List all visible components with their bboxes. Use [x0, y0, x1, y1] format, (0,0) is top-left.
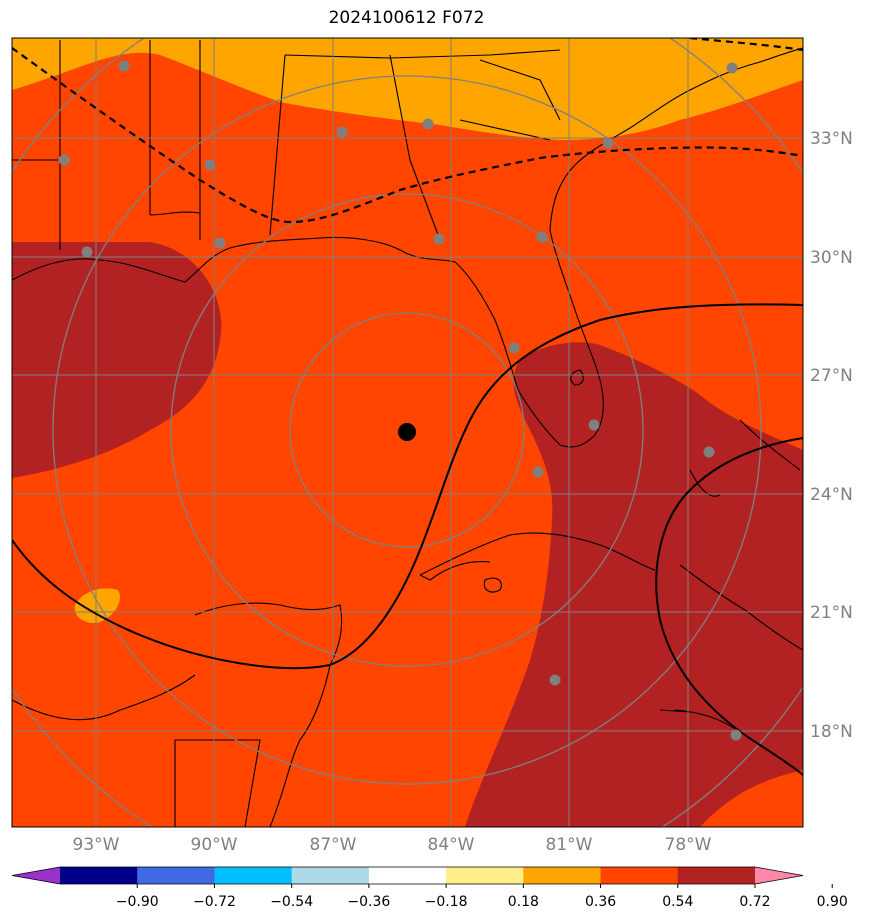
colorbar-segment [446, 867, 524, 884]
lon-label: 87°W [310, 835, 357, 855]
map-title: 2024100612 F072 [328, 8, 485, 28]
field-darkred-southeast [465, 342, 803, 827]
colorbar: −0.90 −0.72 −0.54 −0.36 −0.18 0.18 0.36 0.54 0.7… [11, 866, 848, 910]
longitude-labels: 93°W 90°W 87°W 84°W 81°W 78°W [73, 835, 712, 855]
latitude-labels: 33°N 30°N 27°N 24°N 21°N 18°N [810, 129, 853, 742]
lon-label: 84°W [428, 835, 475, 855]
map-frame [11, 37, 804, 828]
lat-label: 18°N [810, 722, 853, 742]
colorbar-extend-low [12, 867, 60, 884]
colorbar-tick-label: −0.54 [270, 894, 313, 910]
colorbar-tick-label: −0.36 [347, 894, 390, 910]
lat-label: 30°N [810, 248, 853, 268]
lon-label: 93°W [73, 835, 120, 855]
colorbar-segment [677, 867, 756, 884]
lon-label: 90°W [191, 835, 238, 855]
lat-label: 33°N [810, 129, 853, 149]
lat-label: 24°N [810, 485, 853, 505]
dashed-contour [12, 47, 803, 224]
dashed-contour-ne [689, 38, 803, 52]
colorbar-segment [60, 867, 138, 884]
colorbar-segment [291, 867, 370, 884]
colorbar-segment [368, 867, 447, 884]
coastlines [12, 40, 803, 827]
field-orange-north [12, 38, 803, 140]
lon-label: 81°W [546, 835, 593, 855]
colorbar-tick-label: −0.72 [193, 894, 236, 910]
colorbar-outline [11, 866, 804, 885]
colorbar-tick-label: 0.18 [508, 894, 539, 910]
colorbar-segment [137, 867, 215, 884]
lon-label: 78°W [665, 835, 712, 855]
graticule [12, 38, 803, 827]
colorbar-tick-label: 0.72 [739, 894, 770, 910]
colorbar-extend-high [755, 867, 803, 884]
colorbar-tick-label: −0.90 [116, 894, 159, 910]
colorbar-segment [523, 867, 602, 884]
storm-center-marker [398, 423, 416, 441]
colorbar-tick-label: 0.90 [817, 894, 848, 910]
station-markers [58, 60, 742, 741]
colorbar-tick-label: 0.54 [662, 894, 693, 910]
field-darkred-west [12, 242, 222, 478]
field-orange-spot [74, 588, 120, 624]
lat-label: 21°N [810, 603, 853, 623]
lat-label: 27°N [810, 366, 853, 386]
colorbar-segment [214, 867, 293, 884]
solid-contour-east [655, 437, 803, 776]
colorbar-tick-label: 0.36 [585, 894, 616, 910]
colorbar-segment [600, 867, 679, 884]
solid-contour-main [12, 303, 803, 670]
range-rings [12, 38, 803, 827]
colorbar-tick-label: −0.18 [425, 894, 468, 910]
map-area [12, 38, 803, 827]
